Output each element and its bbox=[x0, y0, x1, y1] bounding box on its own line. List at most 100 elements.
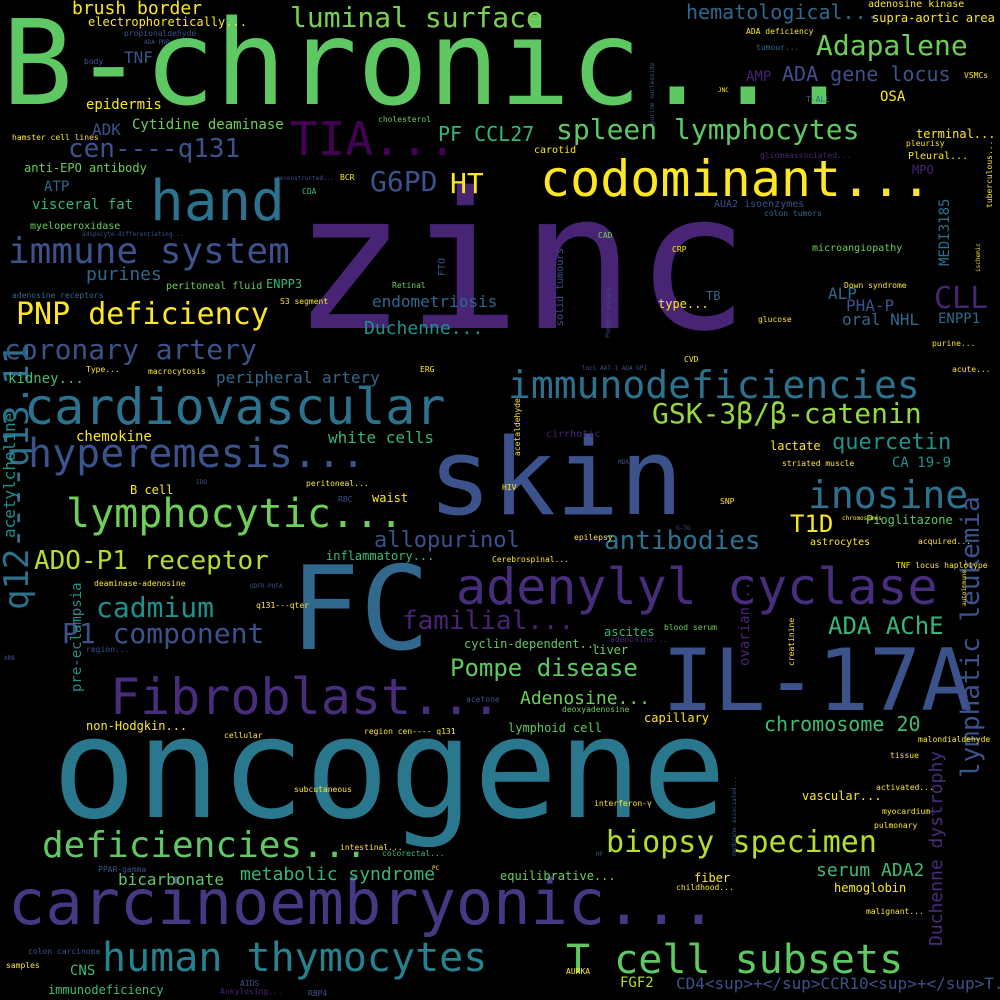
word: samples bbox=[6, 961, 40, 970]
word: type... bbox=[658, 297, 709, 311]
word: T-ALL bbox=[806, 95, 831, 104]
word: cen----q131 bbox=[68, 134, 241, 164]
word: ADK bbox=[92, 120, 121, 139]
word: luminal surface bbox=[290, 1, 543, 34]
word: HF bbox=[596, 851, 604, 858]
word: ARB bbox=[4, 655, 15, 662]
word: carcinoembryonic... bbox=[8, 866, 718, 939]
word: subcutaneous bbox=[294, 785, 352, 794]
word: epilepsy bbox=[574, 533, 613, 542]
word: adenylyl cyclase bbox=[456, 558, 938, 616]
word: colon carcinoma bbox=[28, 947, 101, 956]
word: hamster cell lines bbox=[12, 133, 99, 142]
word: epidermis bbox=[86, 97, 162, 113]
word: purine nucleoside bbox=[649, 62, 656, 124]
word: T1D bbox=[790, 510, 834, 538]
word: loci AAT-1 ADA GPI bbox=[582, 365, 648, 372]
word: hematological... bbox=[686, 0, 879, 24]
word: Fibroblast... bbox=[110, 668, 502, 726]
word: AMP bbox=[746, 69, 772, 85]
word: CAD bbox=[598, 231, 613, 240]
word: macrocytosis bbox=[148, 367, 206, 376]
word: Duchenne dystrophy bbox=[926, 750, 947, 946]
word: glucose bbox=[758, 315, 792, 324]
word: equilibrative... bbox=[500, 869, 616, 883]
word: ENPP1 bbox=[938, 311, 981, 327]
word: FGF2 bbox=[620, 975, 654, 991]
word: adipocyte-differentiating... bbox=[82, 231, 184, 238]
word: T cell subsets bbox=[566, 937, 904, 983]
word: JNC bbox=[718, 87, 729, 94]
word: creatinine bbox=[787, 617, 796, 666]
word: Pleural... bbox=[908, 151, 969, 162]
word: G-TG bbox=[676, 525, 691, 532]
word: peritoneal... bbox=[306, 479, 369, 488]
word: CRP bbox=[672, 245, 687, 254]
word: G6PD bbox=[370, 165, 438, 198]
word: CLL bbox=[934, 281, 989, 316]
word: electrophoretically... bbox=[88, 15, 247, 29]
word: lymphoid cell bbox=[508, 721, 602, 735]
word: carotid bbox=[534, 145, 577, 156]
word: human thymocytes bbox=[102, 935, 488, 981]
word: brush border bbox=[72, 0, 203, 19]
word: inflammatory... bbox=[326, 549, 435, 563]
word: MEDI3185 bbox=[937, 198, 953, 266]
word: GSK-3β/β-catenin bbox=[652, 397, 922, 430]
word: ascites bbox=[604, 625, 655, 639]
word: waist bbox=[372, 491, 409, 505]
word: chromosomes bbox=[842, 515, 882, 522]
word: adenosine kinase bbox=[868, 0, 965, 10]
word: quercetin bbox=[832, 430, 952, 455]
word: endometriosis bbox=[372, 292, 498, 311]
word: ATP bbox=[44, 179, 70, 195]
word: supra-aortic area bbox=[872, 11, 995, 25]
word: ENPP3 bbox=[266, 277, 303, 291]
word: B cell bbox=[130, 483, 174, 497]
word: TIA... bbox=[290, 112, 457, 166]
word: Retinal bbox=[392, 281, 426, 290]
word: pre-eclampsia bbox=[69, 582, 85, 692]
word: zinc bbox=[292, 152, 750, 373]
word: reconstructed... bbox=[276, 175, 334, 182]
word: VSMCs bbox=[964, 71, 989, 80]
word: RBP4 bbox=[308, 989, 328, 998]
word: ADA gene locus bbox=[782, 62, 951, 86]
word: region... bbox=[86, 645, 130, 654]
word: metabolic syndrome bbox=[240, 864, 436, 885]
word: PHA-P bbox=[846, 296, 895, 315]
word: striated muscle bbox=[782, 459, 855, 468]
word: blood serum bbox=[664, 623, 717, 632]
word: FC bbox=[290, 542, 430, 677]
word: malignant... bbox=[866, 907, 924, 916]
word: immunodeficiency bbox=[48, 983, 164, 997]
word: white cells bbox=[328, 428, 434, 447]
word: microangiopathy bbox=[812, 243, 903, 254]
word: S3 segment bbox=[280, 297, 329, 306]
word: allopurinol bbox=[374, 528, 520, 553]
word: kidney... bbox=[8, 371, 84, 387]
word: myeloperoxidase bbox=[30, 221, 121, 232]
word: BCR bbox=[340, 173, 355, 182]
word: CD4<sup>+</sup>CCR10<sup>+</sup>T... bbox=[676, 974, 1000, 993]
word: q131---qter bbox=[256, 601, 309, 610]
word: SNP bbox=[720, 497, 735, 506]
word: familial... bbox=[402, 606, 575, 636]
word: tumour... bbox=[756, 43, 800, 52]
word: Phorbol esters bbox=[605, 287, 612, 338]
word: lactate bbox=[770, 439, 821, 453]
word: IL-17A bbox=[662, 631, 973, 731]
word: autoimmune... bbox=[961, 559, 968, 606]
word: deoxyadenosine bbox=[562, 705, 630, 714]
word: ERG bbox=[420, 365, 435, 374]
word: colorectal... bbox=[382, 849, 445, 858]
word: propionaldehyde bbox=[124, 29, 197, 38]
word: solid tumours bbox=[555, 247, 566, 326]
word: Type... bbox=[86, 365, 120, 374]
word: body bbox=[84, 57, 104, 66]
word: pleurisy bbox=[906, 139, 945, 148]
word: chromosome 20 bbox=[764, 712, 921, 736]
word: pulmonary bbox=[874, 821, 918, 830]
word: HT bbox=[450, 167, 484, 200]
word: bicarbonate bbox=[118, 870, 224, 889]
